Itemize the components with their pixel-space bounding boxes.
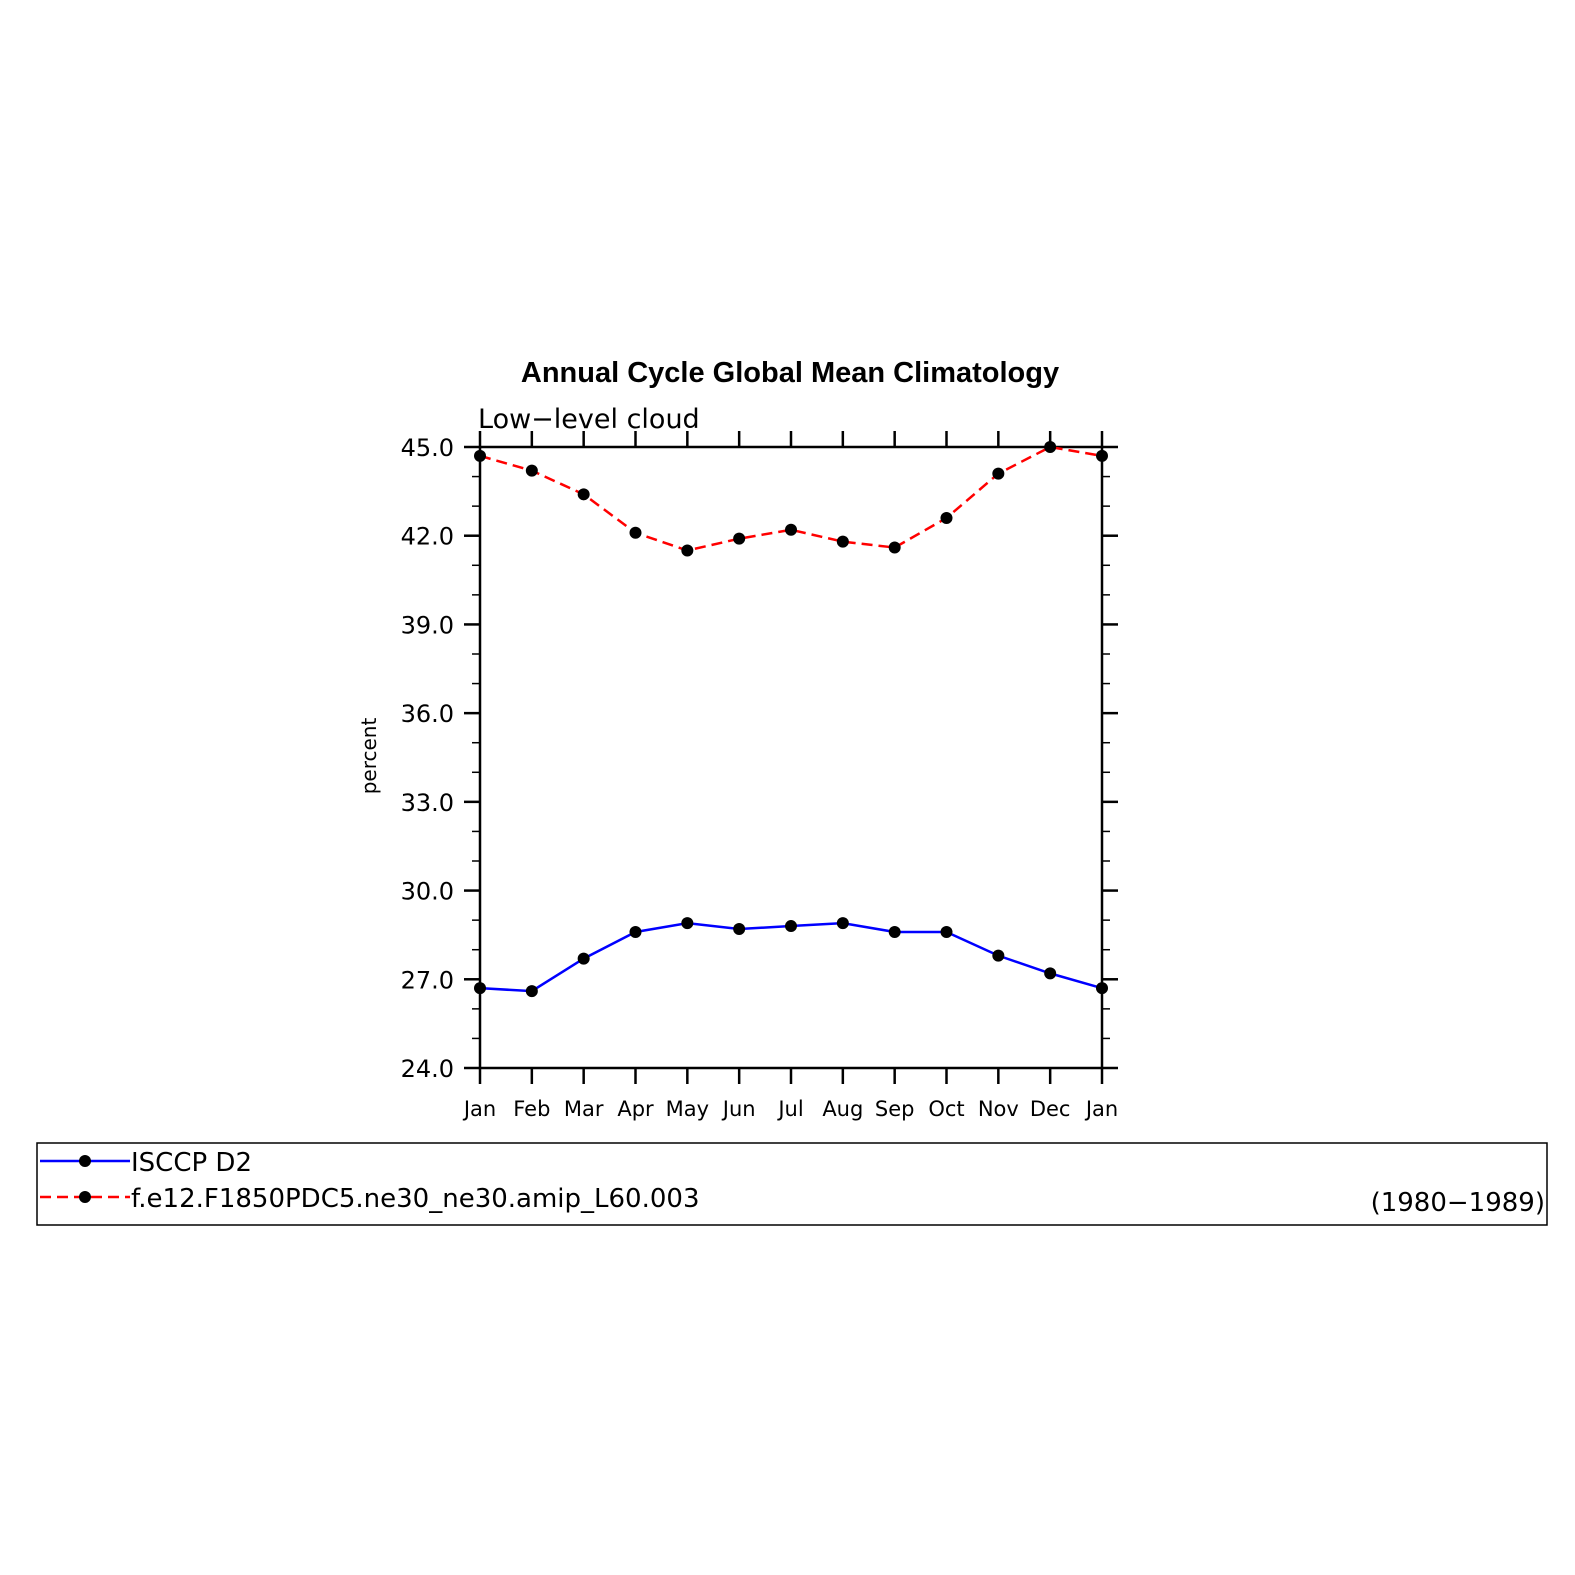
data-point	[733, 532, 746, 545]
x-tick-label: Jul	[776, 1097, 803, 1121]
data-point	[940, 511, 953, 524]
y-tick-label: 42.0	[401, 523, 454, 551]
x-tick-label: Sep	[875, 1097, 915, 1121]
x-tick-label: Feb	[513, 1097, 550, 1121]
data-point	[785, 920, 797, 933]
y-tick-label: 36.0	[401, 700, 454, 728]
data-point	[474, 982, 486, 995]
x-tick-label: Oct	[928, 1097, 964, 1121]
series-line-0	[479, 921, 1103, 993]
y-tick-label: 39.0	[401, 611, 454, 639]
chart-title: Annual Cycle Global Mean Climatology	[521, 357, 1059, 389]
y-tick-label: 27.0	[401, 966, 454, 994]
x-tick-label: May	[666, 1097, 709, 1121]
data-point	[577, 488, 590, 501]
legend-swatch-marker	[79, 1191, 91, 1203]
data-point	[836, 535, 849, 548]
y-tick-label: 33.0	[401, 789, 454, 817]
legend-swatch-marker	[79, 1155, 91, 1167]
legend-period-note: (1980−1989)	[1371, 1188, 1545, 1218]
legend: ISCCP D2 f.e12.F1850PDC5.ne30_ne30.amip_L…	[40, 1148, 699, 1214]
data-point	[1044, 967, 1057, 980]
data-point	[992, 949, 1005, 962]
data-point	[940, 925, 953, 938]
data-point	[992, 467, 1005, 480]
chart-subtitle: Low−level cloud	[478, 404, 700, 435]
y-tick-label: 45.0	[401, 434, 454, 462]
data-point	[1096, 449, 1108, 462]
legend-label: f.e12.F1850PDC5.ne30_ne30.amip_L60.003	[131, 1184, 699, 1214]
y-tick-label: 30.0	[401, 878, 454, 906]
data-point	[1096, 982, 1108, 995]
x-tick-label: Nov	[978, 1097, 1019, 1121]
x-tick-label: Jan	[1084, 1097, 1118, 1121]
data-point	[888, 925, 901, 938]
data-point	[525, 985, 538, 998]
data-point	[888, 541, 901, 554]
axis-ticks	[464, 431, 1118, 1084]
y-axis-label: percent	[357, 718, 381, 795]
x-tick-label: Aug	[822, 1097, 863, 1121]
data-point	[1044, 441, 1057, 453]
plot-frame	[478, 445, 1104, 1070]
legend-label: ISCCP D2	[131, 1148, 252, 1178]
x-tick-label: Apr	[617, 1097, 654, 1121]
y-tick-labels: 24.0 27.0 30.0 33.0 36.0 39.0 42.0 45.0	[401, 434, 454, 1083]
x-tick-label: Mar	[564, 1097, 604, 1121]
data-point	[681, 544, 694, 557]
series-lines	[474, 441, 1108, 998]
x-tick-label: Jun	[721, 1097, 756, 1121]
x-tick-label: Jan	[462, 1097, 496, 1121]
data-point	[681, 917, 694, 930]
data-point	[629, 526, 642, 539]
legend-box	[36, 1142, 1548, 1226]
data-point	[629, 925, 642, 938]
data-point	[733, 923, 746, 936]
data-point	[836, 917, 849, 930]
data-point	[577, 952, 590, 965]
data-point	[474, 449, 486, 462]
x-tick-labels: Jan Feb Mar Apr May Jun Jul Aug Sep Oct Nov Dec Jan	[462, 1097, 1118, 1121]
data-point	[525, 464, 538, 477]
data-point	[785, 523, 797, 536]
x-tick-label: Dec	[1030, 1097, 1071, 1121]
y-tick-label: 24.0	[401, 1055, 454, 1083]
